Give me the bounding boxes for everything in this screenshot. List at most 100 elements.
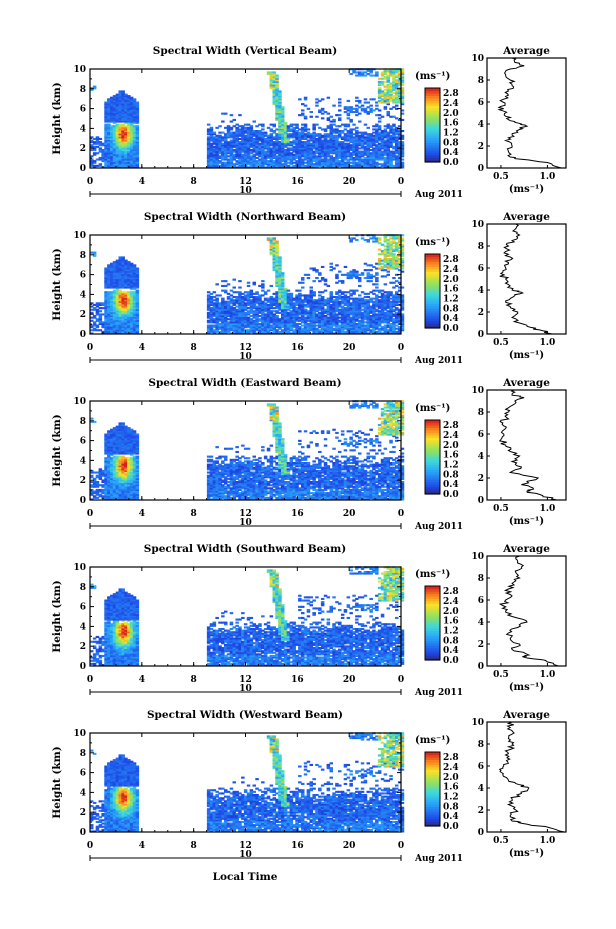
heatmap-cell: [386, 131, 390, 134]
heatmap-cell: [235, 130, 239, 133]
heatmap-cell: [366, 69, 370, 72]
heatmap-cell: [392, 101, 396, 104]
heatmap-cell: [115, 126, 120, 129]
heatmap-cell: [229, 152, 234, 155]
heatmap-cell: [215, 163, 219, 166]
heatmap-cell: [115, 114, 120, 117]
heatmap-cell: [112, 265, 117, 268]
heatmap-cell: [110, 142, 114, 145]
heatmap-cell: [358, 120, 362, 123]
heatmap-cell: [110, 326, 114, 329]
heatmap-cell: [98, 319, 103, 322]
heatmap-cell: [335, 150, 339, 153]
heatmap-cell: [281, 115, 285, 118]
heatmap-cell: [110, 324, 114, 327]
heatmap-cell: [127, 324, 131, 327]
heatmap-cell: [112, 303, 117, 306]
heatmap-cell: [386, 103, 390, 106]
heatmap-cell: [283, 145, 288, 148]
heatmap-cell: [363, 150, 368, 153]
heatmap-cell: [115, 313, 120, 316]
heatmap-cell: [275, 160, 279, 163]
heatmap-cell: [329, 149, 333, 152]
heatmap-cell: [283, 125, 288, 128]
heatmap-cell: [127, 125, 131, 128]
heatmap-cell: [238, 153, 242, 156]
heatmap-cell: [386, 99, 390, 102]
colorbar-swatch: [425, 88, 440, 92]
heatmap-cell: [301, 126, 305, 129]
heatmap-cell: [292, 153, 296, 156]
heatmap-cell: [107, 118, 111, 121]
heatmap-cell: [269, 152, 274, 155]
heatmap-cell: [118, 96, 122, 99]
heatmap-cell: [318, 134, 322, 137]
heatmap-cell: [292, 133, 296, 136]
colorbar-swatch: [425, 100, 440, 104]
heatmap-cell: [303, 115, 308, 118]
heatmap-cell: [283, 126, 288, 129]
heatmap-cell: [343, 156, 348, 159]
heatmap-cell: [110, 153, 114, 156]
heatmap-cell: [110, 111, 114, 114]
heatmap-cell: [104, 130, 108, 133]
heatmap-cell: [383, 77, 388, 80]
heatmap-cell: [366, 144, 370, 147]
heatmap-cell: [110, 98, 114, 101]
heatmap-cell: [107, 283, 111, 286]
heatmap-cell: [115, 291, 120, 294]
heatmap-cell: [363, 101, 368, 104]
heatmap-cell: [127, 122, 131, 125]
heatmap-cell: [386, 163, 390, 166]
heatmap-cell: [221, 144, 225, 147]
heatmap-cell: [101, 324, 105, 327]
heatmap-cell: [127, 98, 131, 101]
heatmap-cell: [221, 152, 225, 155]
heatmap-cell: [232, 158, 236, 161]
heatmap-cell: [132, 137, 137, 140]
heatmap-cell: [92, 315, 97, 318]
heatmap-cell: [241, 158, 245, 161]
heatmap-cell: [375, 125, 379, 128]
heatmap-cell: [272, 85, 276, 88]
heatmap-cell: [358, 131, 362, 134]
heatmap-cell: [400, 134, 405, 137]
heatmap-cell: [107, 111, 111, 114]
heatmap-cell: [258, 155, 262, 158]
heatmap-cell: [261, 147, 265, 150]
heatmap-cell: [340, 164, 345, 167]
heatmap-cell: [372, 74, 376, 77]
heatmap-cell: [112, 103, 117, 106]
heatmap-cell: [124, 141, 128, 144]
heatmap-cell: [400, 68, 405, 71]
heatmap-cell: [272, 103, 276, 106]
heatmap-cell: [272, 153, 276, 156]
heatmap-cell: [121, 273, 125, 276]
heatmap-cell: [352, 137, 356, 140]
heatmap-cell: [395, 96, 399, 99]
heatmap-cell: [377, 114, 382, 117]
heatmap-cell: [375, 277, 379, 280]
profile-line: [497, 57, 562, 169]
heatmap-cell: [372, 163, 376, 166]
heatmap-cell: [127, 327, 131, 330]
heatmap-cell: [224, 280, 228, 283]
colorbar-swatch: [425, 95, 440, 99]
heatmap-cell: [286, 130, 291, 133]
heatmap-cell: [397, 74, 402, 77]
heatmap-cell: [269, 82, 274, 85]
heatmap-cell: [323, 152, 328, 155]
heatmap-cell: [124, 280, 128, 283]
heatmap-cell: [303, 141, 308, 144]
heatmap-cell: [366, 150, 370, 153]
heatmap-cell: [269, 158, 274, 161]
heatmap-cell: [132, 134, 137, 137]
heatmap-cell: [369, 107, 373, 110]
heatmap-cell: [295, 136, 299, 139]
heatmap-cell: [266, 161, 271, 164]
heatmap-cell: [229, 128, 234, 131]
heatmap-cell: [358, 134, 362, 137]
heatmap-cell: [303, 96, 308, 99]
heatmap-cell: [107, 109, 111, 112]
heatmap-cell: [315, 98, 319, 101]
